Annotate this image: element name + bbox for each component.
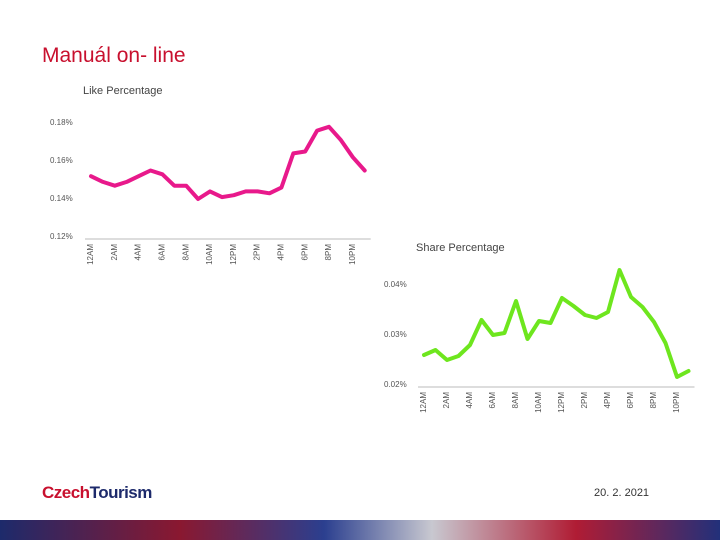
x-tick-label: 6AM [158,244,167,261]
logo-part: Czech [42,483,90,502]
data-line [422,268,691,379]
x-tick-label: 6PM [300,244,309,261]
data-line [89,124,367,201]
x-tick-label: 4AM [134,244,143,261]
x-tick-label: 2PM [580,392,589,409]
x-tick-label: 4AM [465,392,474,409]
x-tick-label: 12PM [229,244,238,265]
x-tick-label: 2AM [442,392,451,409]
x-tick-label: 10PM [348,244,357,265]
x-tick-label: 4PM [603,392,612,409]
chart-title: Share Percentage [416,242,505,254]
x-tick-label: 8AM [511,392,520,409]
x-tick-label: 6AM [488,392,497,409]
x-tick-label: 12AM [86,244,95,265]
x-tick-label: 2AM [110,244,119,261]
x-tick-label: 2PM [253,244,262,261]
y-tick-label: 0.02% [384,380,407,389]
y-tick-label: 0.12% [50,232,73,241]
y-tick-label: 0.14% [50,194,73,203]
x-tick-label: 10AM [205,244,214,265]
x-tick-label: 12PM [557,392,566,413]
x-tick-label: 4PM [277,244,286,261]
x-tick-label: 10AM [534,392,543,413]
footer-stripe [0,520,720,540]
logo-part: Tourism [90,483,153,502]
x-tick-label: 12AM [419,392,428,413]
logo: CzechTourism [42,483,152,502]
y-tick-label: 0.04% [384,280,407,289]
x-tick-label: 8PM [649,392,658,409]
date: 20. 2. 2021 [594,487,649,499]
chart-title: Like Percentage [83,85,163,97]
y-tick-label: 0.03% [384,330,407,339]
x-tick-label: 10PM [672,392,681,413]
slide-title: Manuál on- line [42,44,186,67]
y-tick-label: 0.18% [50,118,73,127]
x-tick-label: 6PM [626,392,635,409]
x-tick-label: 8PM [324,244,333,261]
y-tick-label: 0.16% [50,156,73,165]
x-tick-label: 8AM [181,244,190,261]
